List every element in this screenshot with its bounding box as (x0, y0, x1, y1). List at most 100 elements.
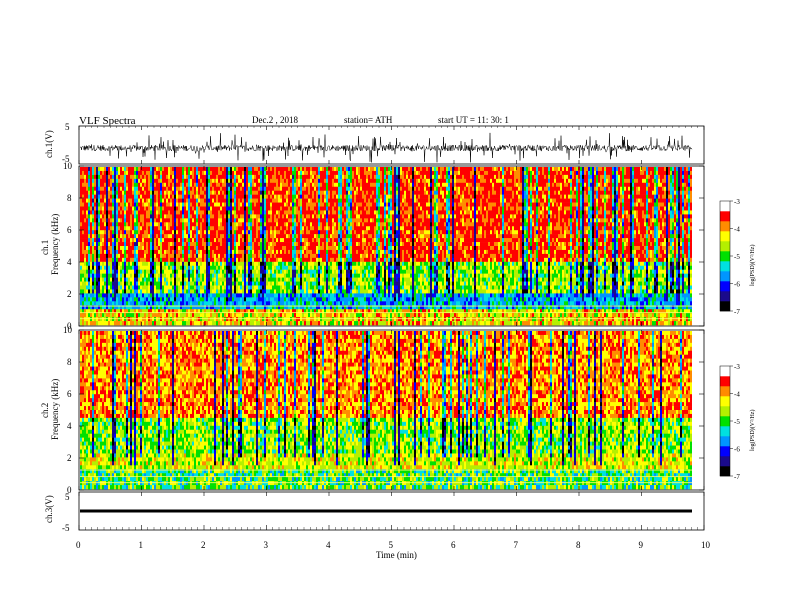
spectrogram-cell (250, 199, 252, 203)
spectrogram-cell (158, 230, 160, 234)
spectrogram-cell (292, 218, 294, 222)
spectrogram-cell (156, 274, 158, 278)
spectrogram-cell (236, 191, 238, 195)
spectrogram-cell (102, 203, 104, 207)
spectrogram-cell (94, 282, 96, 286)
spectrogram-cell (244, 266, 246, 270)
spectrogram-cell (326, 289, 328, 293)
spectrogram-cell (306, 313, 308, 317)
spectrogram-cell (204, 238, 206, 242)
spectrogram-cell (92, 191, 94, 195)
spectrogram-cell (80, 313, 82, 317)
spectrogram-cell (100, 222, 102, 226)
spectrogram-cell (258, 293, 260, 297)
spectrogram-cell (174, 207, 176, 211)
spectrogram-cell (168, 171, 170, 175)
spectrogram-cell (172, 179, 174, 183)
spectrogram-cell (284, 297, 286, 301)
spectrogram-cell (254, 297, 256, 301)
spectrogram-cell (108, 286, 110, 290)
spectrogram-cell (148, 274, 150, 278)
spectrogram-cell (114, 203, 116, 207)
spectrogram-cell (320, 254, 322, 258)
spectrogram-cell (274, 207, 276, 211)
spectrogram-cell (244, 199, 246, 203)
spectrogram-cell (160, 191, 162, 195)
spectrogram-cell (324, 258, 326, 262)
spectrogram-cell (116, 222, 118, 226)
spectrogram-cell (224, 278, 226, 282)
spectrogram-cell (322, 262, 324, 266)
spectrogram-cell (182, 191, 184, 195)
spectrogram-cell (144, 262, 146, 266)
spectrogram-cell (126, 246, 128, 250)
spectrogram-cell (286, 282, 288, 286)
spectrogram-cell (270, 274, 272, 278)
spectrogram-cell (220, 238, 222, 242)
spectrogram-cell (116, 167, 118, 171)
spectrogram-cell (96, 214, 98, 218)
spectrogram-cell (302, 230, 304, 234)
spectrogram-cell (318, 222, 320, 226)
spectrogram-cell (196, 210, 198, 214)
spectrogram-cell (172, 203, 174, 207)
spectrogram-cell (308, 262, 310, 266)
spectrogram-cell (326, 258, 328, 262)
spectrogram-cell (146, 234, 148, 238)
spectrogram-cell (288, 167, 290, 171)
spectrogram-cell (102, 191, 104, 195)
spectrogram-cell (324, 179, 326, 183)
spectrogram-cell (118, 171, 120, 175)
spectrogram-cell (84, 301, 86, 305)
spectrogram-cell (178, 175, 180, 179)
spectrogram-cell (162, 230, 164, 234)
spectrogram-cell (80, 218, 82, 222)
spectrogram-cell (84, 234, 86, 238)
spectrogram-cell (246, 167, 248, 171)
spectrogram-cell (182, 183, 184, 187)
spectrogram-cell (140, 270, 142, 274)
spectrogram-cell (200, 214, 202, 218)
spectrogram-cell (212, 179, 214, 183)
spectrogram-cell (112, 274, 114, 278)
spectrogram-cell (318, 210, 320, 214)
spectrogram-cell (164, 274, 166, 278)
spectrogram-cell (150, 246, 152, 250)
spectrogram-cell (234, 195, 236, 199)
spectrogram-cell (312, 226, 314, 230)
spectrogram-cell (306, 246, 308, 250)
spectrogram-cell (142, 250, 144, 254)
spectrogram-cell (258, 191, 260, 195)
spectrogram-cell (84, 266, 86, 270)
spectrogram-cell (282, 171, 284, 175)
spectrogram-cell (148, 301, 150, 305)
spectrogram-cell (102, 321, 104, 325)
spectrogram-cell (146, 207, 148, 211)
spectrogram-cell (264, 262, 266, 266)
spectrogram-cell (270, 199, 272, 203)
spectrogram-cell (218, 214, 220, 218)
spectrogram-cell (274, 246, 276, 250)
spectrogram-cell (136, 207, 138, 211)
spectrogram-cell (140, 254, 142, 258)
spectrogram-cell (98, 293, 100, 297)
spectrogram-cell (174, 191, 176, 195)
spectrogram-cell (178, 210, 180, 214)
spectrogram-cell (188, 238, 190, 242)
spectrogram-cell (122, 297, 124, 301)
spectrogram-cell (248, 222, 250, 226)
spectrogram-cell (254, 218, 256, 222)
spectrogram-cell (188, 230, 190, 234)
spectrogram-cell (322, 274, 324, 278)
spectrogram-cell (160, 270, 162, 274)
spectrogram-cell (108, 282, 110, 286)
spectrogram-cell (130, 171, 132, 175)
spectrogram-cell (190, 282, 192, 286)
spectrogram-cell (158, 167, 160, 171)
spectrogram-cell (322, 270, 324, 274)
spectrogram-cell (300, 175, 302, 179)
spectrogram-cell (288, 250, 290, 254)
spectrogram-cell (246, 274, 248, 278)
spectrogram-cell (120, 250, 122, 254)
spectrogram-cell (110, 191, 112, 195)
